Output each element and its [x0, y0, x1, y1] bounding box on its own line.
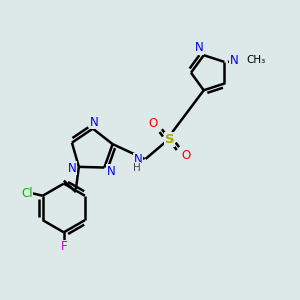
Text: N: N — [195, 41, 204, 54]
Text: N: N — [106, 165, 115, 178]
Text: O: O — [148, 117, 158, 130]
Text: H: H — [133, 163, 140, 172]
Text: Cl: Cl — [21, 187, 33, 200]
Text: S: S — [164, 133, 174, 146]
Text: CH₃: CH₃ — [247, 55, 266, 65]
Text: O: O — [181, 149, 190, 162]
Text: N: N — [90, 116, 99, 129]
Text: F: F — [61, 240, 67, 253]
Text: N: N — [134, 153, 142, 166]
Text: N: N — [68, 162, 77, 175]
Text: N: N — [230, 54, 239, 67]
